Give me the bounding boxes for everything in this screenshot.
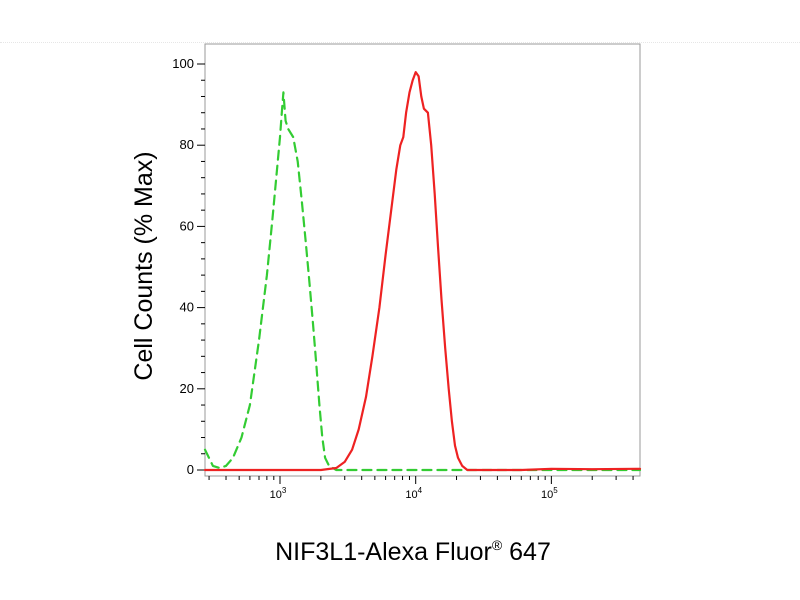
x-axis-title-main: NIF3L1-Alexa Fluor: [275, 538, 492, 566]
x-tick-label: 105: [541, 486, 558, 501]
y-tick-label: 60: [180, 218, 194, 233]
x-axis-title: NIF3L1-Alexa Fluor® 647: [275, 537, 551, 566]
series-layer: [203, 71, 642, 472]
y-tick-label: 100: [172, 56, 194, 71]
y-axis: 0 20 40 60 80 100: [172, 56, 205, 477]
x-axis: 103 104 105: [208, 476, 634, 501]
x-tick-label: 104: [405, 486, 422, 501]
y-tick-label: 80: [180, 137, 194, 152]
registered-mark: ®: [492, 537, 503, 553]
control-histogram-line: [203, 91, 642, 472]
y-tick-label: 20: [180, 381, 194, 396]
y-tick-label: 40: [180, 300, 194, 315]
plot-area: 0 20 40 60 80 100 103 104 105: [172, 43, 642, 501]
y-axis-title: Cell Counts (% Max): [130, 151, 158, 380]
top-separator: [0, 42, 800, 43]
x-axis-title-tail: 647: [502, 538, 551, 566]
y-tick-label: 0: [187, 462, 194, 477]
plot-frame: [204, 43, 641, 477]
x-tick-label: 103: [270, 486, 287, 501]
sample-histogram-line: [203, 71, 642, 472]
